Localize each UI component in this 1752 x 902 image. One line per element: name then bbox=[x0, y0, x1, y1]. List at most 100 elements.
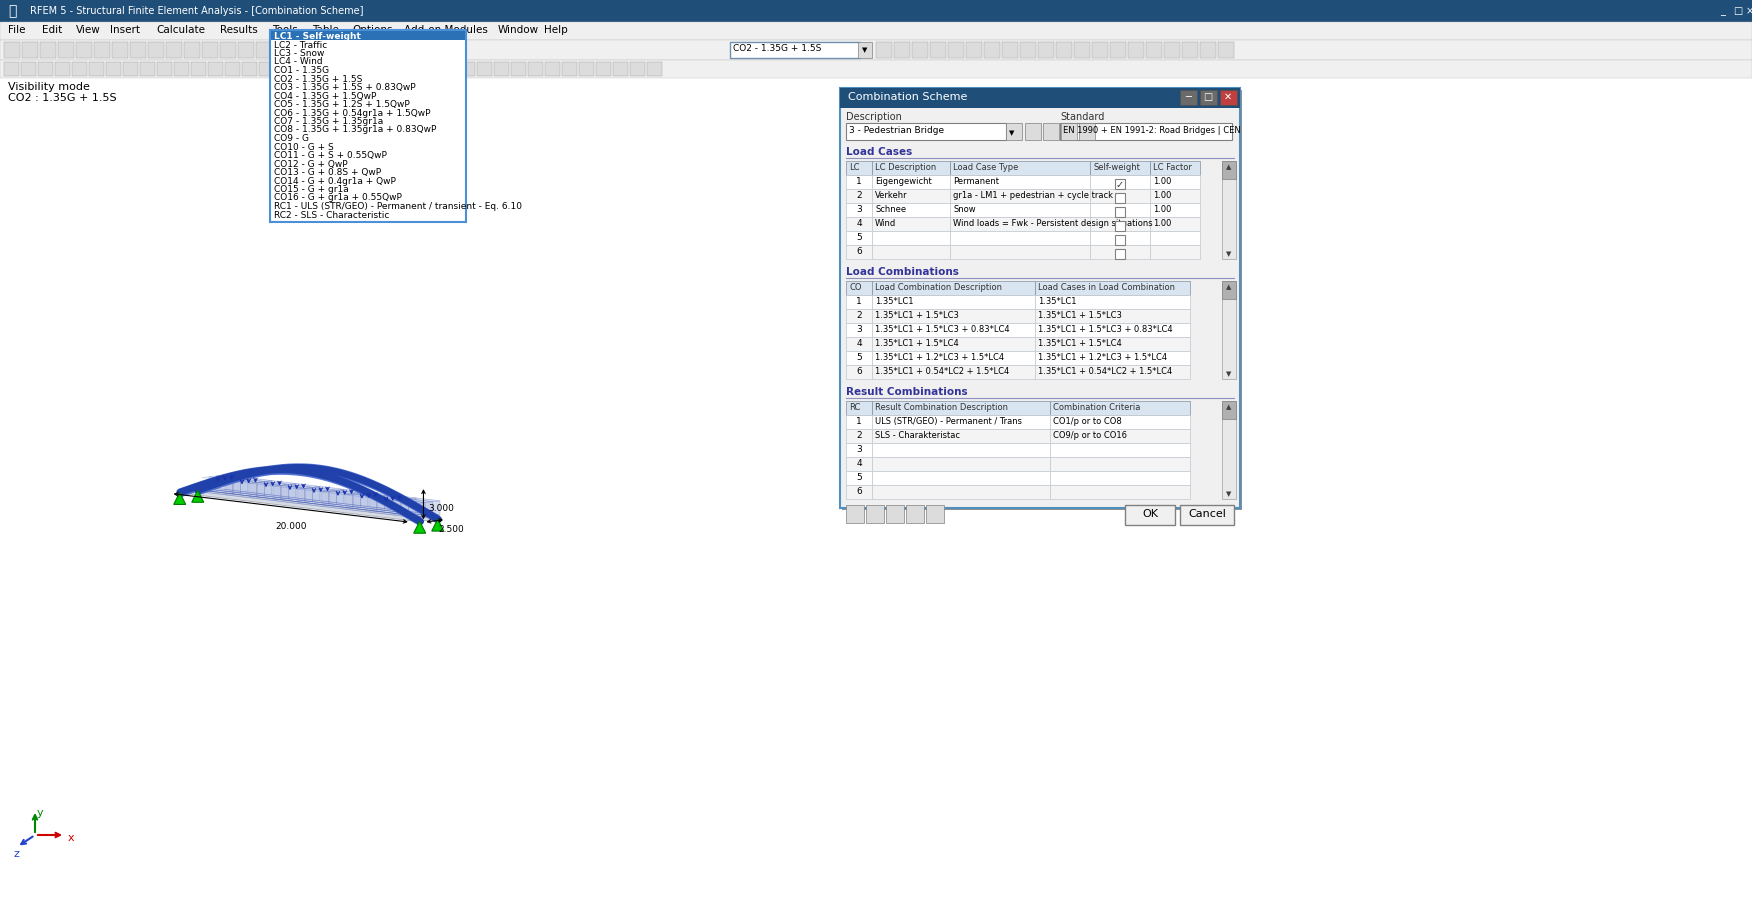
Text: 1.35*LC1 + 1.2*LC3 + 1.5*LC4: 1.35*LC1 + 1.2*LC3 + 1.5*LC4 bbox=[874, 353, 1004, 362]
Bar bbox=[596, 62, 611, 76]
Polygon shape bbox=[217, 475, 240, 493]
Text: Combination Scheme: Combination Scheme bbox=[848, 92, 967, 102]
Polygon shape bbox=[329, 491, 352, 509]
Bar bbox=[343, 62, 359, 76]
Polygon shape bbox=[289, 483, 296, 499]
Text: LC4 - Wind: LC4 - Wind bbox=[273, 58, 322, 67]
Bar bbox=[1114, 207, 1125, 217]
Polygon shape bbox=[361, 493, 384, 511]
Bar bbox=[846, 365, 872, 379]
Polygon shape bbox=[305, 487, 312, 502]
Text: x: x bbox=[68, 833, 75, 843]
Bar bbox=[872, 231, 950, 245]
Polygon shape bbox=[273, 485, 280, 501]
Bar bbox=[112, 42, 128, 58]
Bar bbox=[1163, 42, 1181, 58]
Bar bbox=[0, 40, 1752, 60]
Text: LC2 - Traffic: LC2 - Traffic bbox=[273, 41, 328, 50]
Bar bbox=[1114, 179, 1125, 189]
Bar bbox=[242, 62, 258, 76]
Polygon shape bbox=[401, 499, 408, 514]
Text: 1.00: 1.00 bbox=[1153, 177, 1172, 186]
Bar bbox=[140, 62, 154, 76]
Bar bbox=[872, 323, 1035, 337]
Polygon shape bbox=[177, 488, 426, 518]
Text: Result Combinations: Result Combinations bbox=[846, 387, 967, 397]
Bar bbox=[221, 42, 237, 58]
Text: Insert: Insert bbox=[110, 25, 140, 35]
Polygon shape bbox=[272, 481, 296, 498]
Bar bbox=[89, 62, 103, 76]
Polygon shape bbox=[305, 488, 329, 505]
Polygon shape bbox=[298, 488, 305, 503]
Bar bbox=[1049, 443, 1190, 457]
Bar bbox=[846, 471, 872, 485]
Bar bbox=[1090, 203, 1149, 217]
Text: LC1 - Self-weight: LC1 - Self-weight bbox=[273, 32, 361, 41]
Bar bbox=[872, 365, 1035, 379]
Bar bbox=[872, 443, 1049, 457]
Polygon shape bbox=[312, 486, 321, 502]
Text: ULS (STR/GEO) - Permanent / Trans: ULS (STR/GEO) - Permanent / Trans bbox=[874, 417, 1021, 426]
Bar bbox=[1128, 42, 1144, 58]
Polygon shape bbox=[408, 498, 440, 502]
Bar bbox=[1002, 42, 1018, 58]
Bar bbox=[846, 231, 872, 245]
Bar bbox=[872, 415, 1049, 429]
Polygon shape bbox=[413, 521, 426, 533]
Text: CO12 - G + QwP: CO12 - G + QwP bbox=[273, 160, 347, 169]
Bar bbox=[950, 231, 1090, 245]
Bar bbox=[191, 62, 207, 76]
Bar bbox=[39, 62, 53, 76]
Text: 1.35*LC1 + 1.5*LC4: 1.35*LC1 + 1.5*LC4 bbox=[1037, 339, 1121, 348]
Text: CO13 - G + 0.8S + QwP: CO13 - G + 0.8S + QwP bbox=[273, 168, 382, 177]
Bar bbox=[1200, 90, 1218, 105]
Bar bbox=[1221, 281, 1235, 379]
Polygon shape bbox=[408, 499, 433, 516]
Polygon shape bbox=[361, 492, 368, 508]
Text: Options: Options bbox=[352, 25, 392, 35]
Text: 3.000: 3.000 bbox=[429, 504, 454, 513]
Text: LC3 - Snow: LC3 - Snow bbox=[273, 49, 324, 58]
Bar bbox=[631, 62, 645, 76]
Bar bbox=[1035, 309, 1190, 323]
Bar bbox=[1025, 123, 1041, 140]
Polygon shape bbox=[329, 490, 361, 494]
Bar bbox=[1149, 161, 1200, 175]
Polygon shape bbox=[249, 478, 272, 495]
Text: 5: 5 bbox=[857, 353, 862, 362]
Text: Window: Window bbox=[498, 25, 540, 35]
Bar bbox=[1020, 42, 1035, 58]
Polygon shape bbox=[226, 480, 258, 483]
Polygon shape bbox=[336, 489, 368, 493]
Text: CO: CO bbox=[850, 283, 862, 292]
Polygon shape bbox=[401, 500, 426, 517]
Text: Description: Description bbox=[846, 112, 902, 122]
Text: ▼: ▼ bbox=[1226, 491, 1232, 497]
Bar bbox=[1149, 245, 1200, 259]
Bar bbox=[1149, 231, 1200, 245]
Bar bbox=[1049, 457, 1190, 471]
Bar bbox=[876, 42, 892, 58]
Polygon shape bbox=[345, 494, 377, 498]
Text: ▲: ▲ bbox=[1226, 164, 1232, 170]
Bar bbox=[40, 42, 56, 58]
Text: OK: OK bbox=[1142, 509, 1158, 519]
Polygon shape bbox=[177, 490, 440, 521]
Bar bbox=[839, 88, 1240, 508]
Polygon shape bbox=[240, 478, 249, 493]
Polygon shape bbox=[280, 484, 312, 488]
Bar bbox=[846, 443, 872, 457]
Text: CO4 - 1.35G + 1.5QwP: CO4 - 1.35G + 1.5QwP bbox=[273, 91, 377, 100]
Bar bbox=[1114, 249, 1125, 259]
Text: 5: 5 bbox=[857, 473, 862, 482]
Bar bbox=[846, 429, 872, 443]
Polygon shape bbox=[415, 498, 440, 515]
Polygon shape bbox=[280, 485, 305, 502]
Bar bbox=[1114, 221, 1125, 231]
Bar bbox=[1049, 485, 1190, 499]
Text: CO2 - 1.35G + 1.5S: CO2 - 1.35G + 1.5S bbox=[732, 44, 822, 53]
Text: SLS - Charakteristac: SLS - Charakteristac bbox=[874, 431, 960, 440]
Bar bbox=[1218, 42, 1233, 58]
Text: ▲: ▲ bbox=[1226, 284, 1232, 290]
